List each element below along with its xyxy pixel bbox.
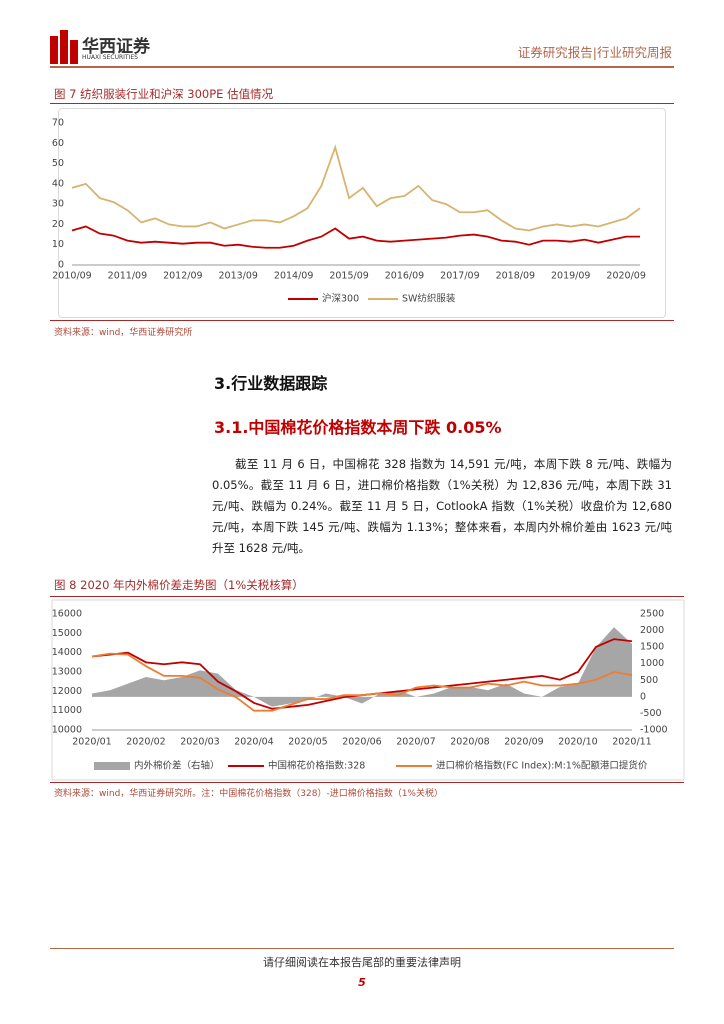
figure-rule — [50, 320, 674, 321]
line — [91, 652, 633, 712]
legend-label: 内外棉价差（右轴） — [134, 760, 220, 772]
x-tick-label: 2020/09 — [504, 737, 543, 748]
logo-en: HUAXI SECURITIES — [82, 54, 138, 61]
header-rule — [50, 66, 674, 68]
figure-title: 图 7 纺织服装行业和沪深 300PE 估值情况 — [54, 87, 274, 101]
paragraph: 截至 11 月 6 日，中国棉花 328 指数为 14,591 元/吨，本周下跌… — [212, 457, 672, 555]
legend-label: 中国棉花价格指数:328 — [268, 760, 365, 772]
x-tick-label: 2015/09 — [329, 271, 368, 282]
figure-rule — [50, 103, 674, 104]
x-tick-label: 2020/04 — [234, 737, 273, 748]
x-tick-label: 2016/09 — [385, 271, 424, 282]
y2-tick-label: 0 — [640, 691, 646, 702]
y-tick-label: 11000 — [52, 705, 82, 716]
x-tick-label: 2020/06 — [342, 737, 381, 748]
figure-rule — [50, 782, 684, 783]
chart: 10000110001200013000140001500016000-1000… — [51, 599, 685, 781]
legend-label: 进口棉价格指数(FC Index):M:1%配额港口提货价 — [436, 760, 648, 772]
x-tick-label: 2020/10 — [558, 737, 597, 748]
x-tick-label: 2020/01 — [72, 737, 111, 748]
chart-frame — [58, 108, 666, 318]
y2-tick-label: 1500 — [640, 642, 664, 653]
x-tick-label: 2017/09 — [440, 271, 479, 282]
y-tick-label: 20 — [52, 219, 64, 230]
y2-tick-label: -1000 — [640, 725, 668, 736]
y-tick-label: 14000 — [52, 647, 82, 658]
line — [71, 144, 641, 232]
y2-tick-label: 500 — [640, 675, 658, 686]
y2-tick-label: -500 — [640, 708, 662, 719]
logo-cn: 华西证券 — [82, 37, 150, 57]
line — [71, 225, 640, 249]
legend-label: 沪深300 — [322, 293, 359, 305]
chart-frame — [51, 599, 685, 781]
figure-title: 图 8 2020 年内外棉价差走势图（1%关税核算） — [54, 578, 304, 592]
x-tick-label: 2020/03 — [180, 737, 219, 748]
x-tick-label: 2020/08 — [450, 737, 489, 748]
x-tick-label: 2011/09 — [108, 271, 147, 282]
x-tick-label: 2019/09 — [551, 271, 590, 282]
page-number: 5 — [358, 976, 366, 989]
x-tick-label: 2020/11 — [612, 737, 651, 748]
y-tick-label: 40 — [52, 178, 64, 189]
section-heading: 3.行业数据跟踪 — [214, 374, 328, 393]
y2-tick-label: 2000 — [640, 625, 664, 636]
report-type: 证券研究报告|行业研究周报 — [517, 45, 672, 60]
y-tick-label: 12000 — [52, 686, 82, 697]
y2-tick-label: 2500 — [640, 609, 664, 620]
x-tick-label: 2020/07 — [396, 737, 435, 748]
y-tick-label: 30 — [52, 199, 64, 210]
y-tick-label: 0 — [58, 260, 64, 271]
figure-rule — [50, 596, 684, 597]
y-tick-label: 10000 — [52, 725, 82, 736]
y-tick-label: 13000 — [52, 667, 82, 678]
y-tick-label: 70 — [52, 118, 64, 129]
y-tick-label: 16000 — [52, 609, 82, 620]
source-note: 资料来源：wind，华西证券研究所。注：中国棉花价格指数（328）-进口棉价格指… — [54, 789, 443, 799]
y-tick-label: 50 — [52, 158, 64, 169]
chart: 0 10 20 30 40 50 60 70 2010/09 2011/09 2012/09 2013… — [52, 118, 646, 305]
x-tick-label: 2020/09 — [606, 271, 645, 282]
legend-label: SW纺织服装 — [402, 293, 456, 305]
x-tick-label: 2014/09 — [274, 271, 313, 282]
footer-rule — [50, 948, 674, 949]
y-tick-label: 10 — [52, 239, 64, 250]
x-tick-label: 2018/09 — [496, 271, 535, 282]
x-tick-label: 2020/02 — [126, 737, 165, 748]
legend-swatch — [94, 762, 130, 770]
section-subheading: 3.1.中国棉花价格指数本周下跌 0.05% — [214, 418, 502, 437]
y2-tick-label: 1000 — [640, 658, 664, 669]
y-tick-label: 60 — [52, 138, 64, 149]
x-tick-label: 2020/05 — [288, 737, 327, 748]
x-tick-label: 2013/09 — [219, 271, 258, 282]
footer-notice: 请仔细阅读在本报告尾部的重要法律声明 — [263, 956, 461, 969]
logo-icon — [50, 30, 78, 64]
source-note: 资料来源：wind，华西证券研究所 — [54, 328, 193, 338]
y-tick-label: 15000 — [52, 628, 82, 639]
x-tick-label: 2012/09 — [163, 271, 202, 282]
x-tick-label: 2010/09 — [52, 271, 91, 282]
